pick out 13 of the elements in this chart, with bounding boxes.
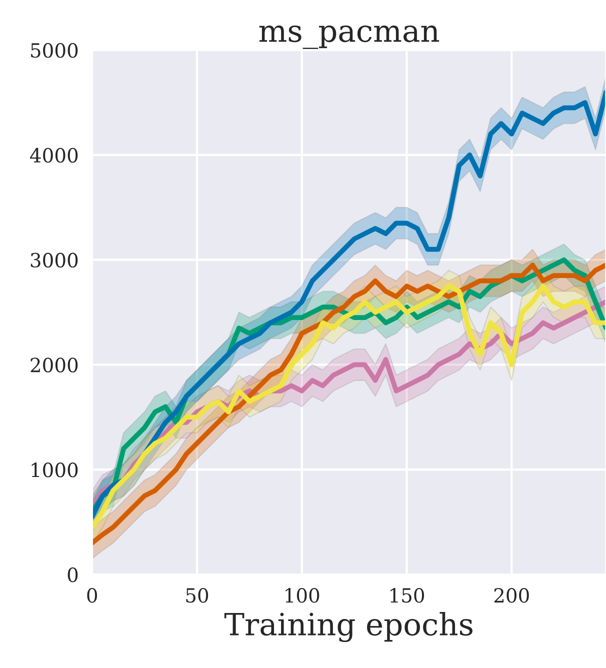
x-axis-title: Training epochs <box>224 612 472 642</box>
y-tick-label: 4000 <box>30 148 78 163</box>
y-tick-label: 3000 <box>30 252 78 268</box>
x-tick-label: 150 <box>390 588 424 603</box>
x-tick-label: 50 <box>186 588 208 603</box>
y-tick-label: 5000 <box>31 43 78 58</box>
chart-title: ms_pacman <box>259 25 440 49</box>
x-tick-label: 200 <box>494 588 529 603</box>
y-tick-label: 0 <box>68 567 78 582</box>
y-tick-label: 1000 <box>32 462 78 478</box>
x-tick-label: 0 <box>87 588 98 603</box>
y-tick-label: 2000 <box>30 358 78 372</box>
x-tick-label: 100 <box>286 588 320 603</box>
